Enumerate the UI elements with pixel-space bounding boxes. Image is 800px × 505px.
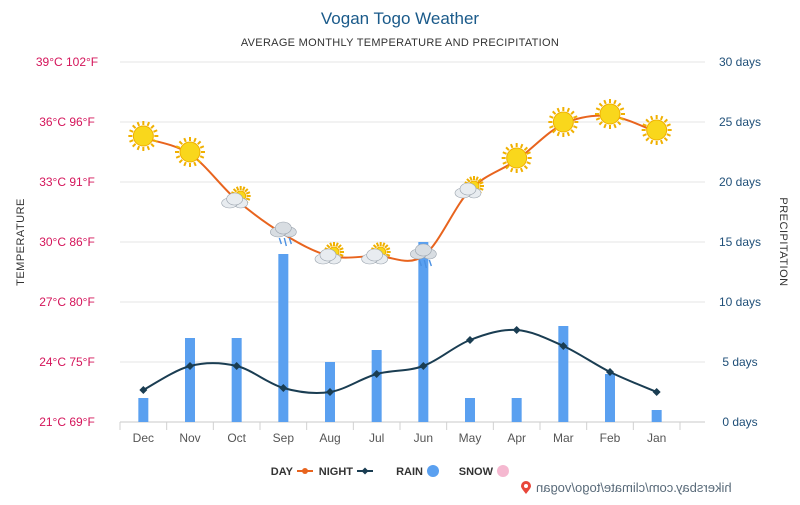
rain-bars bbox=[138, 242, 662, 422]
sun-icon bbox=[595, 99, 625, 129]
right-tick-label: 24°C 75°F bbox=[39, 355, 95, 369]
sun-icon bbox=[548, 107, 579, 137]
rain-bar bbox=[465, 398, 475, 422]
month-label: Jun bbox=[414, 431, 433, 445]
sun-cloud-icon bbox=[454, 176, 484, 199]
left-tick-label: 5 days bbox=[722, 355, 757, 369]
month-label: Feb bbox=[600, 431, 621, 445]
month-label: Nov bbox=[179, 431, 200, 445]
legend-item-snow: SNOW bbox=[459, 465, 509, 478]
rain-bar bbox=[511, 398, 522, 422]
rain-bar bbox=[418, 242, 429, 422]
month-label: Oct bbox=[227, 431, 246, 445]
sun-cloud-icon bbox=[314, 242, 344, 265]
right-axis-ticks: 21°C 69°F 24°C 75°F 27°C 80°F 30°C 86°F 33°C… bbox=[36, 55, 98, 429]
legend-label-snow: SNOW bbox=[459, 466, 494, 478]
left-tick-label: 30 days bbox=[719, 55, 761, 69]
right-tick-label: 39°C 102°F bbox=[36, 55, 98, 69]
month-labels: Jan Feb Mar Apr May Jun Jul Aug Sep Oct Nov Dec bbox=[133, 431, 667, 445]
legend-label-rain: RAIN bbox=[396, 466, 423, 478]
night-marker bbox=[186, 362, 194, 370]
night-marker bbox=[559, 342, 568, 350]
night-marker bbox=[652, 388, 661, 396]
legend-label-day: DAY bbox=[271, 466, 294, 478]
night-marker bbox=[606, 368, 614, 376]
right-tick-label: 30°C 86°F bbox=[39, 235, 95, 249]
night-marker bbox=[232, 362, 241, 370]
legend-item-rain: RAIN bbox=[396, 465, 439, 478]
legend-day-marker bbox=[302, 468, 308, 474]
sun-icon bbox=[641, 115, 672, 145]
credit-text: hikersbay.com/climate/togo/vogan bbox=[536, 480, 732, 495]
left-tick-label: 25 days bbox=[719, 115, 761, 129]
right-tick-label: 33°C 91°F bbox=[39, 175, 95, 189]
left-tick-label: 0 days bbox=[722, 415, 757, 429]
month-label: Aug bbox=[319, 431, 340, 445]
left-tick-label: 10 days bbox=[719, 295, 761, 309]
right-tick-label: 27°C 80°F bbox=[39, 295, 95, 309]
chart-title: Vogan Togo Weather bbox=[321, 9, 480, 28]
night-marker bbox=[139, 386, 148, 394]
night-temperature-line bbox=[142, 328, 658, 394]
left-tick-label: 20 days bbox=[719, 175, 761, 189]
rain-bar bbox=[138, 398, 149, 422]
rain-bar bbox=[231, 338, 242, 422]
legend-snow-icon bbox=[497, 465, 509, 477]
month-label: Sep bbox=[273, 431, 295, 445]
left-axis-title: PRECIPITATION bbox=[777, 197, 789, 286]
weather-icons bbox=[128, 99, 672, 269]
rain-bar bbox=[371, 350, 382, 422]
credit-bar: hikersbay.com/climate/togo/vogan bbox=[520, 480, 732, 495]
left-tick-label: 15 days bbox=[719, 235, 761, 249]
month-label: May bbox=[459, 431, 482, 445]
night-marker bbox=[466, 336, 474, 344]
month-label: Dec bbox=[133, 431, 154, 445]
rain-cloud-icon bbox=[410, 243, 437, 269]
rain-bar bbox=[558, 326, 569, 422]
day-temperature-line bbox=[143, 114, 658, 262]
legend-night-marker bbox=[361, 467, 369, 475]
night-marker bbox=[326, 388, 334, 396]
legend-item-day: DAY bbox=[271, 466, 313, 478]
legend-label-night: NIGHT bbox=[319, 466, 354, 478]
legend-rain-icon bbox=[427, 465, 439, 477]
legend-item-night: NIGHT bbox=[319, 466, 373, 478]
rain-bar bbox=[278, 254, 289, 422]
rain-cloud-icon bbox=[270, 221, 297, 247]
rain-bar bbox=[185, 338, 195, 422]
legend: DAY NIGHT RAIN SNOW bbox=[271, 465, 509, 478]
month-label: Jan bbox=[647, 431, 666, 445]
month-label: Mar bbox=[553, 431, 574, 445]
right-tick-label: 21°C 69°F bbox=[39, 415, 95, 429]
rain-bar bbox=[651, 410, 662, 422]
sun-cloud-icon bbox=[361, 242, 391, 265]
night-marker bbox=[512, 326, 521, 334]
month-label: Jul bbox=[369, 431, 384, 445]
rain-bar bbox=[605, 374, 615, 422]
sun-cloud-icon bbox=[221, 186, 251, 209]
night-marker bbox=[279, 384, 288, 392]
left-axis-ticks: 0 days 5 days 10 days 15 days 20 days 25 days… bbox=[719, 55, 761, 429]
chart-subtitle: AVERAGE MONTHLY TEMPERATURE AND PRECIPIT… bbox=[241, 37, 559, 49]
sun-icon bbox=[175, 137, 205, 167]
location-pin-icon bbox=[521, 480, 531, 494]
right-tick-label: 36°C 96°F bbox=[39, 115, 95, 129]
month-label: Apr bbox=[507, 431, 526, 445]
night-marker bbox=[372, 370, 381, 378]
sun-icon bbox=[501, 143, 532, 173]
sun-icon bbox=[128, 121, 159, 151]
night-markers bbox=[139, 326, 661, 396]
night-marker bbox=[419, 362, 428, 370]
right-axis-title: TEMPERATURE bbox=[15, 198, 27, 286]
